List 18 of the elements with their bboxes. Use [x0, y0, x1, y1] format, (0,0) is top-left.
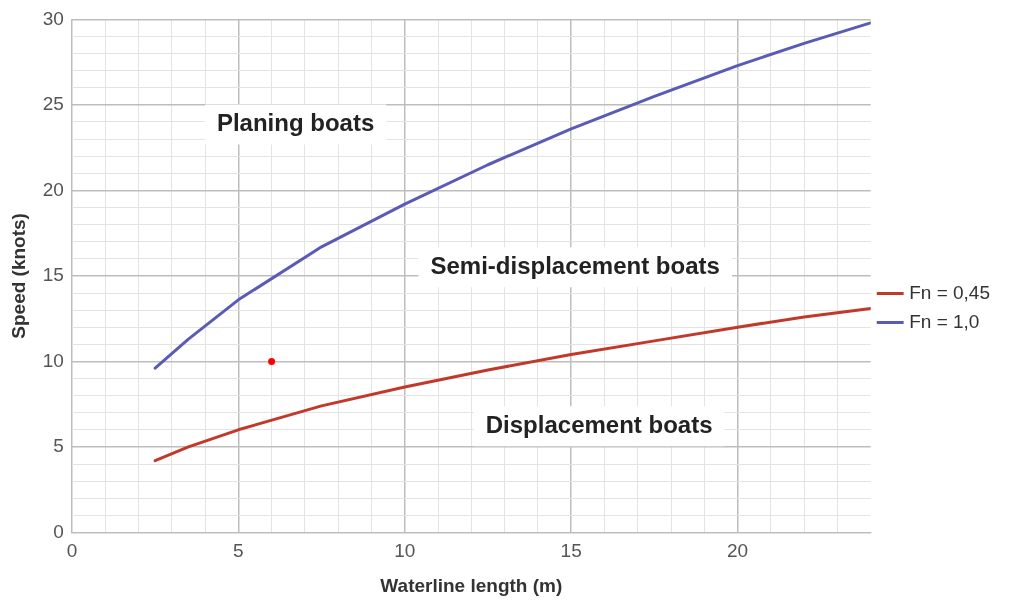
- y-tick-label: 15: [42, 264, 64, 286]
- y-tick-label: 0: [53, 520, 64, 542]
- annotation: Displacement boats: [485, 410, 713, 438]
- y-tick-label: 5: [53, 435, 64, 457]
- y-tick-label: 30: [42, 7, 64, 29]
- x-tick-label: 5: [233, 540, 244, 562]
- y-tick-label: 10: [42, 349, 64, 371]
- legend-label: Fn = 0,45: [909, 281, 991, 303]
- legend-label: Fn = 1,0: [909, 310, 980, 332]
- y-axis-title: Speed (knots): [7, 213, 29, 339]
- x-tick-label: 15: [560, 540, 582, 562]
- y-tick-label: 20: [42, 178, 64, 200]
- x-tick-label: 10: [394, 540, 416, 562]
- annotation: Planing boats: [216, 109, 375, 137]
- annotation: Semi-displacement boats: [430, 251, 720, 279]
- x-axis-title: Waterline length (m): [380, 574, 563, 596]
- y-tick-label: 25: [42, 93, 64, 115]
- x-tick-label: 20: [727, 540, 749, 562]
